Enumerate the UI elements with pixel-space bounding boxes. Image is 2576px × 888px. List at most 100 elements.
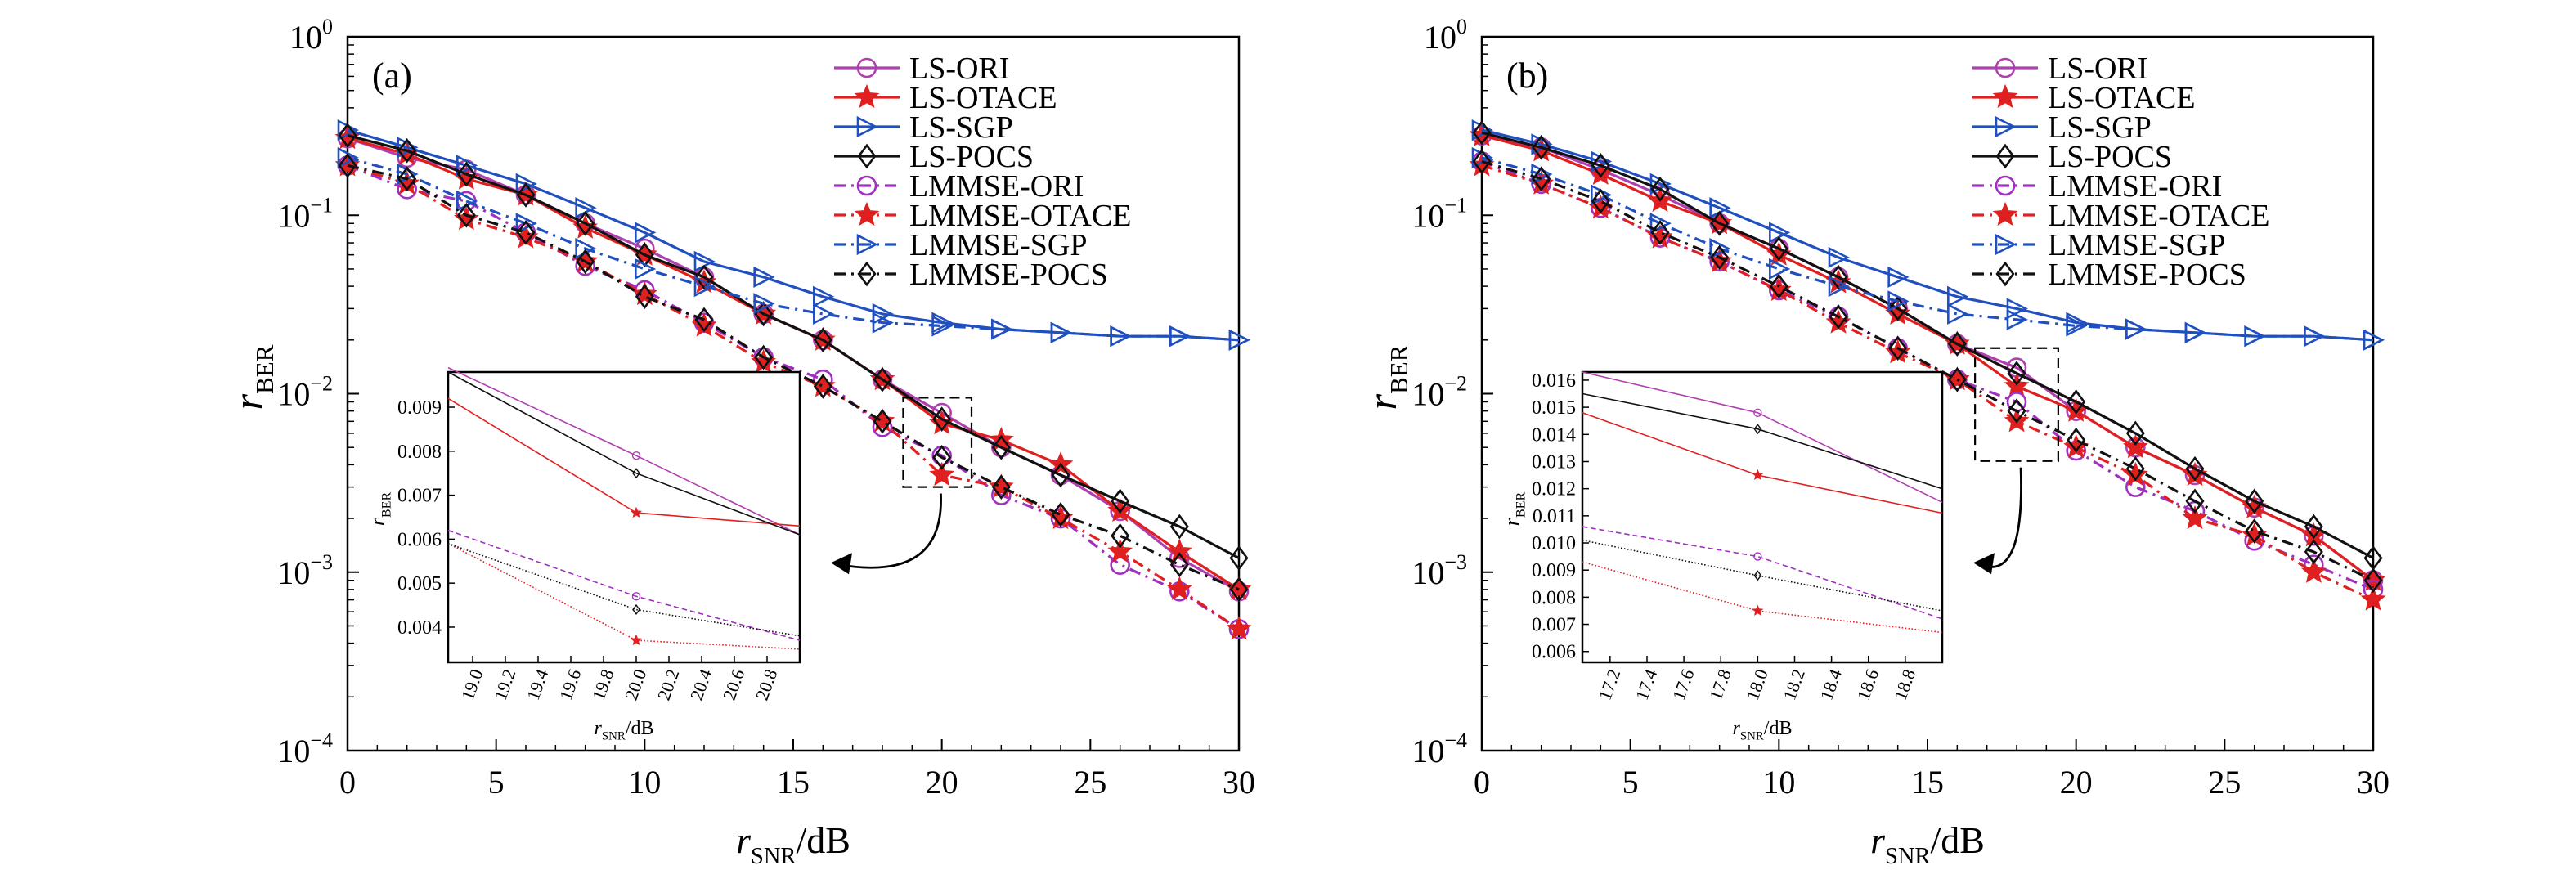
data-point <box>2007 361 2026 386</box>
legend-marker <box>1995 175 2016 196</box>
x-tick-label: 0 <box>339 764 356 801</box>
data-point <box>1226 616 1252 640</box>
inset-data-point <box>632 603 640 616</box>
inset-y-tick-label: 0.016 <box>1532 370 1576 392</box>
x-tick-label: 25 <box>1074 764 1106 801</box>
data-point <box>515 213 537 235</box>
series-line-ls-sgp <box>1481 128 2374 342</box>
data-point <box>516 182 536 208</box>
data-point <box>991 434 1011 460</box>
zoom-arrow-head <box>831 553 852 575</box>
data-point <box>1111 522 1130 549</box>
inset-y-tick-label: 0.008 <box>1532 587 1576 608</box>
inset-y-tick-label: 0.004 <box>397 617 442 639</box>
data-point <box>694 264 714 290</box>
data-point <box>1591 188 1610 214</box>
series-line-ls-pocs <box>1481 131 2374 559</box>
data-point <box>1769 273 1788 299</box>
data-point <box>929 461 955 487</box>
inset-x-tick-label: 18.2 <box>1779 666 1809 703</box>
data-point <box>1888 296 1908 321</box>
data-point <box>1169 325 1192 348</box>
inset-x-tick-label: 17.2 <box>1595 666 1625 703</box>
y-tick-labels: 100 10−1 10−2 10−3 10−4 <box>1411 15 1467 769</box>
data-point <box>932 444 952 470</box>
data-point <box>694 307 714 333</box>
inset-x-tick-label: 17.4 <box>1631 666 1662 703</box>
inset-x-tick-label: 19.0 <box>457 666 487 703</box>
data-point <box>1166 538 1192 563</box>
data-point <box>1050 321 1072 343</box>
data-point <box>1887 290 1910 312</box>
inset-frame <box>1581 370 1944 664</box>
inset-y-tick-label: 0.012 <box>1532 479 1576 500</box>
data-point <box>1051 462 1070 488</box>
data-point <box>693 275 716 298</box>
data-point <box>2125 318 2147 340</box>
data-point <box>2066 315 2088 337</box>
legend-marker <box>1992 201 2018 226</box>
inset-y-tick-label: 0.006 <box>397 529 442 550</box>
data-point <box>2245 518 2264 544</box>
series-line-lmmse-sgp <box>347 156 1240 342</box>
legend-marker <box>1995 57 2016 78</box>
inset-data-point <box>1753 570 1762 581</box>
legend-marker <box>1995 115 2017 138</box>
inset-chart: 0.016 0.015 0.014 0.013 0.012 0.011 0.010 0.009… <box>1500 370 1944 743</box>
x-tick-label: 15 <box>1911 764 1944 801</box>
data-point <box>1107 497 1133 522</box>
chart-panel-a: 100 10−1 10−2 10−3 10−40 5 10 15 20 25 30 rSNR/dB rB… <box>225 15 1255 869</box>
data-point <box>872 312 894 334</box>
legend-marker <box>854 201 880 226</box>
data-point <box>813 327 832 353</box>
legend-label: LS-ORI <box>2048 52 2147 86</box>
data-point <box>1472 119 1492 146</box>
data-point <box>397 137 417 164</box>
inset-y-tick-label: 0.010 <box>1532 533 1576 554</box>
inset-data-point <box>1753 408 1762 417</box>
data-point <box>456 161 476 187</box>
data-point <box>1888 335 1908 361</box>
data-point <box>1829 303 1848 330</box>
series-line-lmmse-sgp <box>1481 156 2374 342</box>
data-point <box>1228 329 1250 351</box>
legend-label: LS-SGP <box>2048 110 2152 145</box>
series-line-lmmse-pocs <box>1481 160 2374 582</box>
data-point <box>575 237 597 260</box>
inset-series-line <box>447 543 801 637</box>
legend-label: LS-OTACE <box>909 81 1057 115</box>
data-point <box>1947 331 1967 357</box>
legend: LS-ORILS-OTACELS-SGPLS-POCSLMMSE-ORILMMS… <box>1972 52 2269 292</box>
inset-data-point <box>1752 469 1764 481</box>
legend-label: LS-POCS <box>2048 140 2172 174</box>
data-point <box>1229 576 1249 603</box>
y-axis-label: rBER <box>1359 344 1413 410</box>
zoom-arrow-head <box>1973 553 1995 575</box>
data-point <box>1591 153 1610 178</box>
inset-x-tick-label: 19.4 <box>523 666 553 703</box>
inset-y-tick-label: 0.011 <box>1533 506 1576 527</box>
data-point <box>1829 264 1848 290</box>
x-tick-label: 20 <box>926 764 958 801</box>
inset-x-axis-label: rSNR/dB <box>1733 718 1793 743</box>
series-line-ls-pocs <box>347 134 1240 559</box>
legend-marker <box>857 143 877 169</box>
series-group <box>334 119 1252 640</box>
y-tick-label: 10−2 <box>277 372 333 413</box>
inset-data-point <box>631 592 641 601</box>
data-point <box>576 249 595 275</box>
data-point <box>2363 329 2385 351</box>
inset-x-tick-label: 18.4 <box>1815 666 1846 703</box>
legend-marker <box>1995 233 2017 256</box>
data-point <box>873 366 892 392</box>
data-point <box>1169 514 1189 540</box>
inset-x-tick-label: 17.6 <box>1668 666 1699 703</box>
data-point <box>2185 455 2205 482</box>
series-line-lmmse-otace <box>347 164 1240 630</box>
legend-label: LS-ORI <box>909 52 1009 86</box>
inset-y-axis-label: rBER <box>1500 492 1528 527</box>
inset-series-line <box>1582 526 1943 620</box>
data-point <box>338 153 357 178</box>
legend-label: LS-POCS <box>909 140 1034 174</box>
